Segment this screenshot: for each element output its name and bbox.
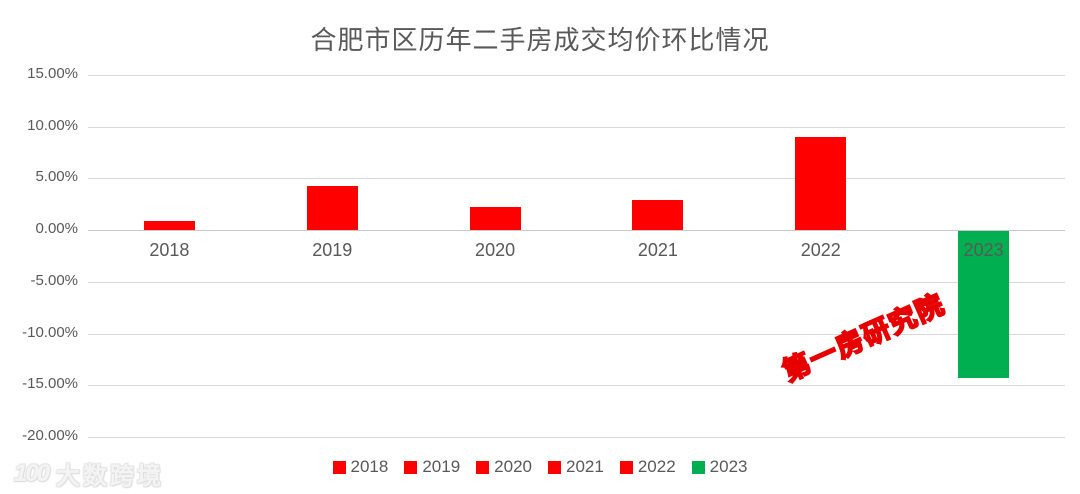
legend-swatch-icon	[404, 460, 418, 474]
y-tick-label: 15.00%	[27, 65, 78, 82]
legend-label: 2023	[709, 457, 748, 476]
x-tick-label: 2020	[475, 240, 516, 261]
legend-item-2023[interactable]: 2023	[691, 457, 748, 477]
legend-label: 2019	[422, 457, 461, 476]
y-tick-label: -5.00%	[30, 271, 78, 289]
gridline	[88, 75, 1065, 76]
bar-2021[interactable]	[632, 200, 684, 231]
gridline	[88, 333, 1065, 335]
legend-item-2021[interactable]: 2021	[548, 457, 604, 477]
gridline	[88, 178, 1065, 180]
legend-swatch-icon	[332, 460, 346, 474]
y-tick-label: 10.00%	[27, 116, 78, 134]
legend-swatch-icon	[619, 460, 633, 474]
logo-100-icon: 100	[14, 459, 50, 487]
legend-swatch-icon	[691, 460, 705, 474]
bar-2023[interactable]	[958, 231, 1010, 378]
y-tick-label: -20.00%	[22, 427, 78, 444]
gridline	[88, 126, 1065, 128]
watermark-logo: 100 大数跨境	[14, 456, 164, 491]
legend-item-2022[interactable]: 2022	[619, 457, 676, 477]
legend: 2018 2019 2020 2021 2022 2023	[0, 457, 1080, 477]
legend-swatch-icon	[476, 460, 490, 474]
x-tick-label: 2018	[149, 240, 190, 261]
bar-2018[interactable]	[143, 220, 195, 231]
y-tick-label: 5.00%	[35, 168, 78, 186]
bar-2019[interactable]	[306, 185, 358, 231]
logo-text: 大数跨境	[56, 463, 165, 490]
legend-label: 2022	[637, 457, 676, 476]
y-tick-label: -15.00%	[22, 375, 78, 393]
plot-area: 2018 2019 2020 2021 2022 2023	[88, 75, 1065, 438]
x-tick-label: 2023	[963, 240, 1004, 261]
legend-label: 2020	[494, 457, 532, 476]
legend-item-2018[interactable]: 2018	[332, 457, 389, 477]
legend-label: 2018	[350, 457, 389, 476]
gridline	[88, 281, 1065, 283]
y-tick-label: 0.00%	[35, 220, 78, 238]
bar-2020[interactable]	[469, 207, 521, 231]
legend-item-2019[interactable]: 2019	[404, 457, 460, 477]
x-tick-label: 2022	[800, 240, 841, 261]
gridline	[88, 230, 1065, 232]
legend-label: 2021	[566, 457, 604, 476]
chart-title: 合肥市区历年二手房成交均价环比情况	[310, 25, 770, 55]
x-tick-label: 2021	[637, 240, 678, 261]
legend-item-2020[interactable]: 2020	[476, 457, 532, 477]
gridline	[88, 385, 1065, 387]
y-tick-label: -10.00%	[22, 323, 78, 341]
bar-2022[interactable]	[795, 137, 847, 231]
legend-swatch-icon	[548, 460, 561, 474]
x-tick-label: 2019	[312, 240, 353, 261]
gridline	[88, 437, 1065, 438]
